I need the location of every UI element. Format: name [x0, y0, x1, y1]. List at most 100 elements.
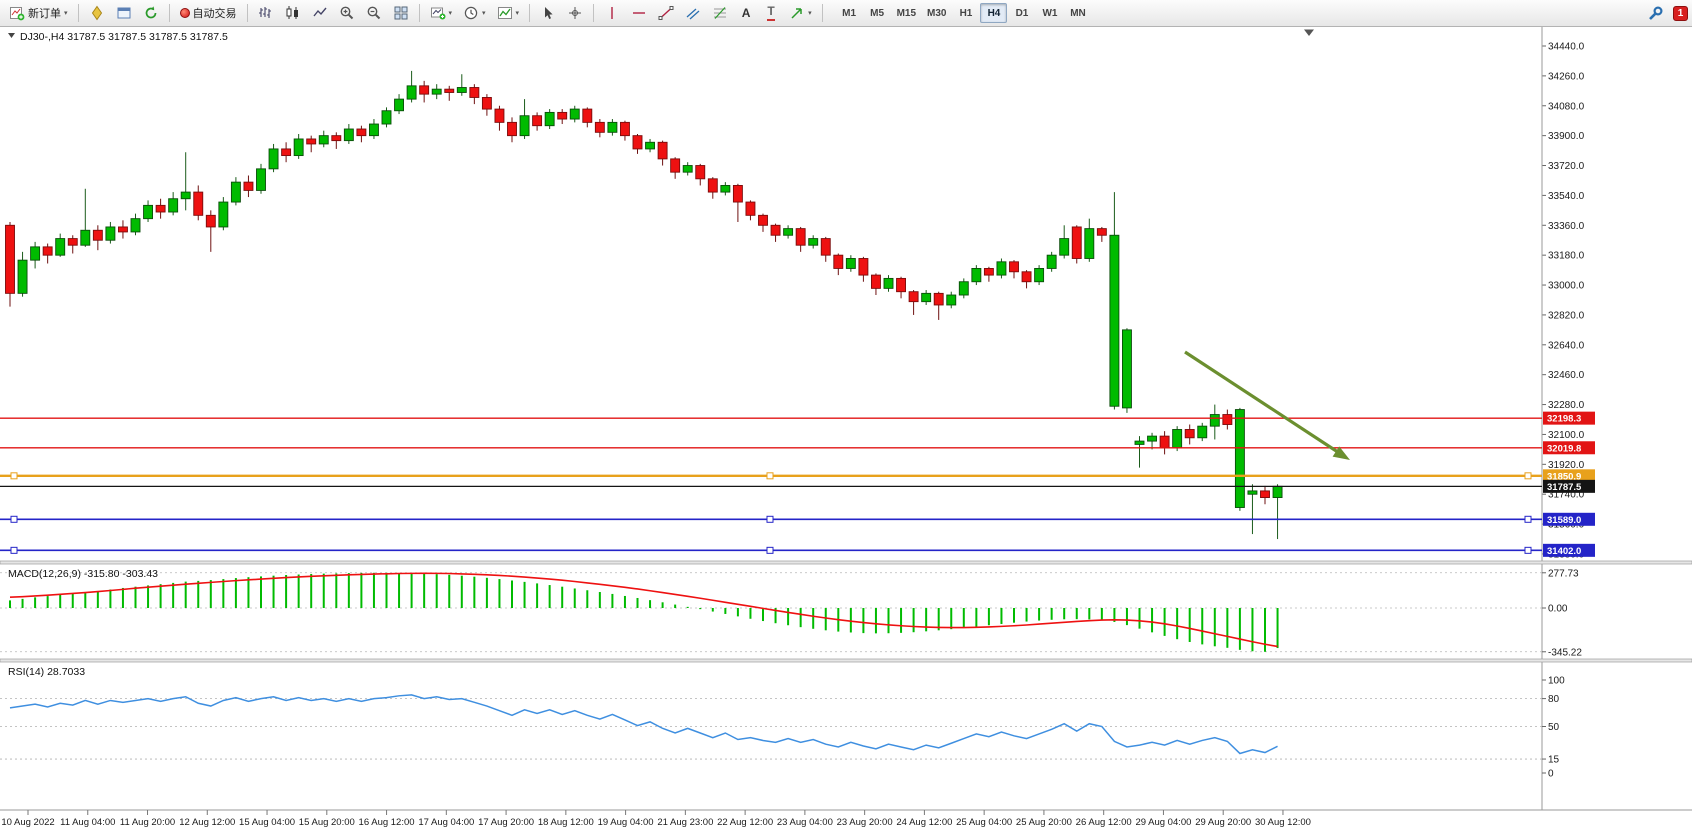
time-axis-label: 17 Aug 20:00: [478, 817, 534, 828]
panel-separator[interactable]: [0, 560, 1692, 565]
horizontal-line-icon: [633, 12, 646, 14]
chart-shift-marker[interactable]: [1304, 29, 1314, 37]
price-tag: [1543, 512, 1595, 526]
line-chart-mode-button[interactable]: [307, 2, 333, 24]
alert-badge[interactable]: 1: [1673, 5, 1688, 21]
indicators-icon: [497, 7, 512, 19]
market-watch-button[interactable]: [111, 2, 137, 24]
price-tag-label: 31850.9: [1547, 471, 1581, 482]
time-axis-label: 18 Aug 12:00: [538, 817, 594, 828]
cursor-icon: [545, 7, 553, 19]
time-axis-label: 22 Aug 12:00: [717, 817, 773, 828]
chevron-down-icon: ▾: [64, 9, 68, 17]
auto-trading-button[interactable]: 自动交易: [175, 2, 242, 24]
bar-chart-mode-button[interactable]: [253, 2, 279, 24]
price-axis-label: 33360.0: [1548, 221, 1585, 232]
time-axis-label: 21 Aug 23:00: [657, 817, 713, 828]
toolbar-separator: [168, 4, 170, 22]
price-axis-label: 34260.0: [1548, 71, 1585, 82]
chevron-down-icon: ▾: [515, 9, 520, 17]
price-axis-label: 32460.0: [1548, 370, 1585, 381]
line-handle[interactable]: [10, 546, 18, 554]
toolbar-separator: [418, 4, 420, 22]
trend-arrow-annotation[interactable]: [1184, 350, 1350, 460]
toolbar-separator: [77, 4, 79, 22]
timeframe-h1-button[interactable]: H1: [959, 7, 973, 19]
tools-button[interactable]: [1642, 2, 1669, 24]
shapes-tool-button[interactable]: ▾: [784, 2, 817, 24]
label-tool-button[interactable]: T: [759, 2, 783, 24]
line-handle[interactable]: [1524, 546, 1532, 554]
symbol-dropdown-icon[interactable]: [8, 33, 15, 38]
time-axis-label: 11 Aug 20:00: [120, 817, 175, 828]
zoom-in-button[interactable]: [334, 2, 360, 24]
timeframe-w1-button[interactable]: W1: [1042, 7, 1058, 19]
price-axis-label: 32820.0: [1548, 310, 1585, 321]
cursor-tool-button[interactable]: [535, 2, 561, 24]
line-handle[interactable]: [10, 515, 18, 523]
line-handle[interactable]: [1524, 515, 1532, 523]
time-axis-label: 25 Aug 04:00: [956, 817, 1012, 828]
price-axis-label: 33000.0: [1548, 281, 1585, 292]
price-tag-label: 31787.5: [1547, 482, 1582, 493]
new-chart-button[interactable]: ▾: [425, 2, 458, 24]
fibonacci-icon: [714, 7, 727, 19]
zoom-out-button[interactable]: [361, 2, 387, 24]
fibonacci-tool-button[interactable]: [707, 2, 733, 24]
time-axis-label: 17 Aug 04:00: [418, 817, 474, 828]
channel-icon: [686, 8, 700, 20]
panel-separator[interactable]: [0, 658, 1692, 663]
timeframe-h4-button[interactable]: H4: [980, 3, 1008, 23]
indicators-button[interactable]: ▾: [492, 2, 525, 24]
time-axis-label: 23 Aug 20:00: [837, 817, 893, 828]
vertical-line-tool-button[interactable]: [599, 2, 625, 24]
time-axis-label: 12 Aug 12:00: [179, 817, 235, 828]
zoom-out-icon: [367, 6, 380, 20]
timeframe-group: M1 M5 M15 M30 H1 H4 D1 W1 MN: [836, 3, 1092, 23]
timeframe-m30-button[interactable]: M30: [927, 7, 947, 19]
trendline-tool-button[interactable]: [653, 2, 679, 24]
refresh-icon: [145, 6, 156, 19]
crosshair-tool-button[interactable]: [562, 2, 588, 24]
toolbar-separator: [821, 4, 823, 22]
line-handle[interactable]: [766, 472, 774, 480]
horizontal-line-tool-button[interactable]: [626, 2, 652, 24]
candlestick-mode-button[interactable]: [280, 2, 306, 24]
trendline-icon: [658, 6, 674, 20]
line-handle[interactable]: [10, 472, 18, 480]
macd-signal-line: [9, 572, 1278, 648]
auto-trading-label: 自动交易: [192, 8, 237, 20]
new-order-button[interactable]: 新订单 ▾: [4, 2, 73, 24]
line-handle[interactable]: [1524, 472, 1532, 480]
chart-area[interactable]: 34440.0 34260.0 34080.0 33900.0 33720.0 33540…: [0, 27, 1692, 840]
timeframe-m1-button[interactable]: M1: [842, 7, 857, 19]
time-axis-label: 19 Aug 04:00: [598, 817, 654, 828]
macd-axis-label: -345.22: [1548, 647, 1582, 658]
macd-histogram: [9, 572, 1279, 652]
time-axis-label: 15 Aug 04:00: [239, 817, 295, 828]
timeframe-d1-button[interactable]: D1: [1015, 7, 1029, 19]
channel-tool-button[interactable]: [680, 2, 706, 24]
new-order-label: 新订单: [28, 8, 61, 20]
timeframe-mn-button[interactable]: MN: [1070, 7, 1086, 19]
price-axis-label: 31740.0: [1548, 490, 1585, 501]
candlestick-chart[interactable]: 34440.0 34260.0 34080.0 33900.0 33720.0 33540…: [0, 27, 1692, 840]
timeframe-m15-button[interactable]: M15: [896, 7, 917, 19]
line-handle[interactable]: [766, 515, 774, 523]
toolbar-separator: [593, 4, 595, 22]
tile-windows-button[interactable]: [388, 2, 414, 24]
refresh-button[interactable]: [138, 2, 164, 24]
time-axis-label: 29 Aug 04:00: [1135, 817, 1191, 828]
periods-button[interactable]: ▾: [458, 2, 491, 24]
compass-button[interactable]: [84, 2, 110, 24]
candles: [5, 70, 1283, 540]
rsi-axis-label: 50: [1548, 722, 1560, 733]
new-order-icon: [10, 7, 25, 21]
macd-axis-label: 277.73: [1548, 568, 1579, 579]
line-handle[interactable]: [766, 546, 774, 554]
price-tag-label: 32198.3: [1547, 414, 1581, 425]
timeframe-m5-button[interactable]: M5: [870, 7, 885, 19]
price-axis-label: 33540.0: [1548, 191, 1585, 202]
macd-label: MACD(12,26,9) -315.80 -303.43: [8, 568, 158, 580]
text-tool-button[interactable]: A: [734, 2, 758, 24]
